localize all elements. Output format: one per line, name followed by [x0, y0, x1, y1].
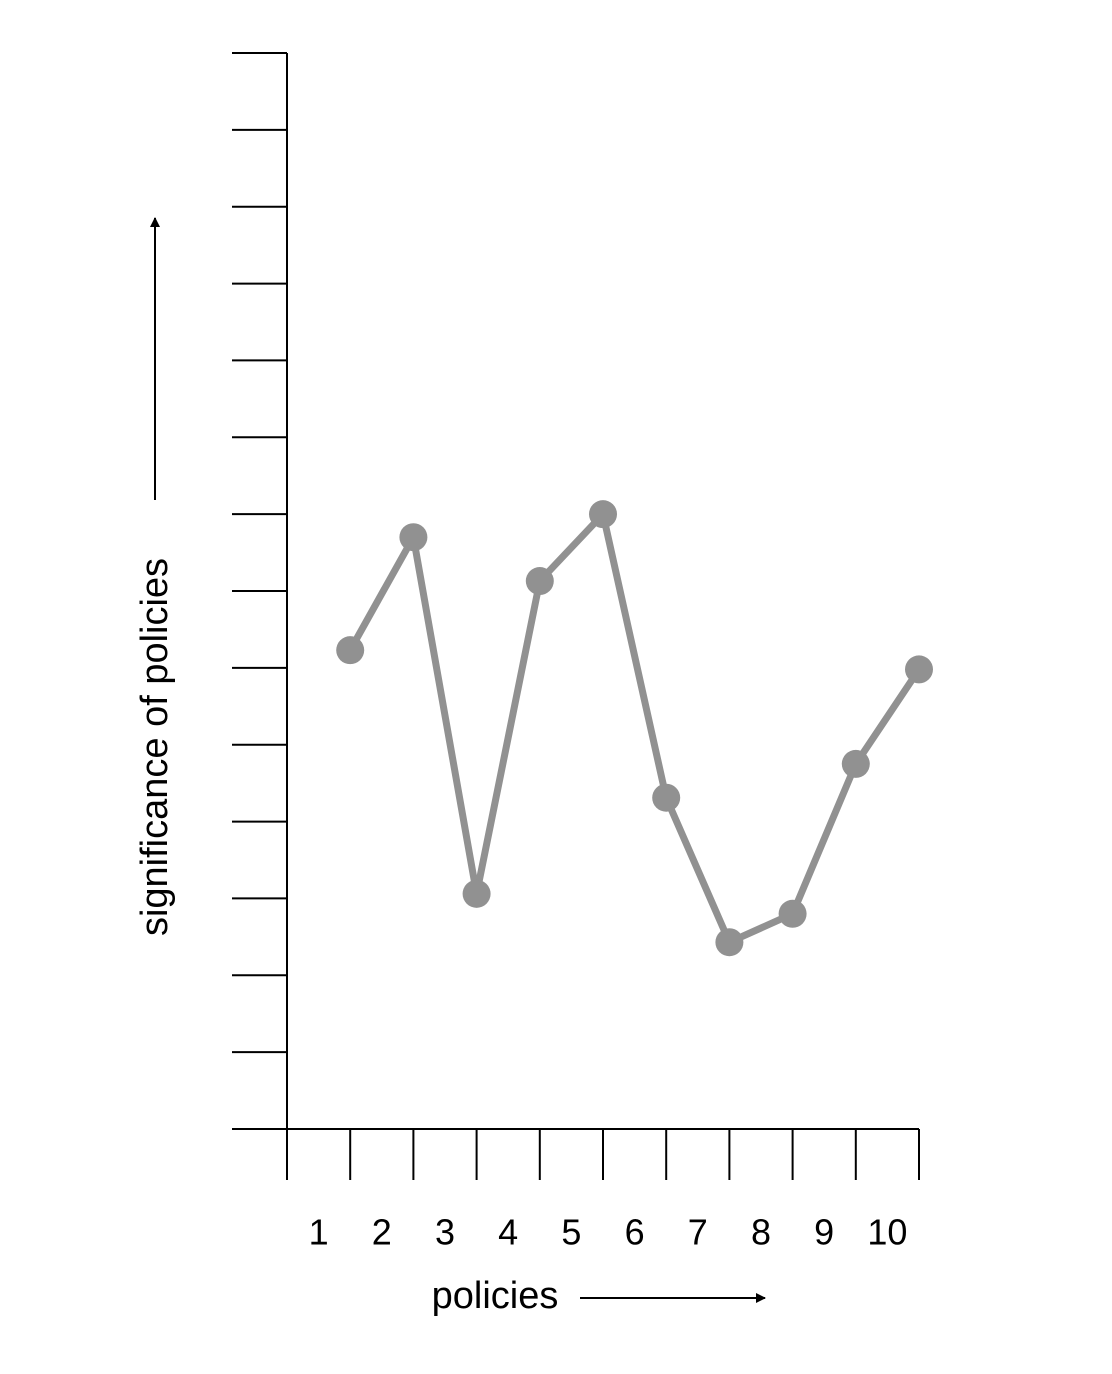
x-axis-label: policies [432, 1275, 559, 1317]
data-point [715, 928, 744, 957]
x-tick-label: 7 [688, 1212, 708, 1253]
y-axis-label: significance of policies [134, 558, 176, 936]
x-tick-label: 2 [372, 1212, 392, 1253]
data-point [652, 783, 681, 812]
data-point [525, 567, 554, 596]
data-point [778, 899, 807, 928]
x-tick-label: 6 [625, 1212, 645, 1253]
x-tick-label: 1 [309, 1212, 329, 1253]
data-point [399, 523, 428, 552]
data-point [589, 500, 617, 529]
data-point [336, 636, 365, 665]
x-tick-label: 4 [498, 1212, 518, 1253]
data-point [462, 879, 491, 908]
x-tick-label: 5 [561, 1212, 581, 1253]
x-tick-label: 10 [867, 1212, 907, 1253]
series-line [347, 510, 922, 946]
x-tick-label: 3 [435, 1212, 455, 1253]
x-tick-label: 9 [814, 1212, 834, 1253]
x-tick-label: 8 [751, 1212, 771, 1253]
data-point [841, 749, 870, 778]
data-point [905, 655, 933, 684]
